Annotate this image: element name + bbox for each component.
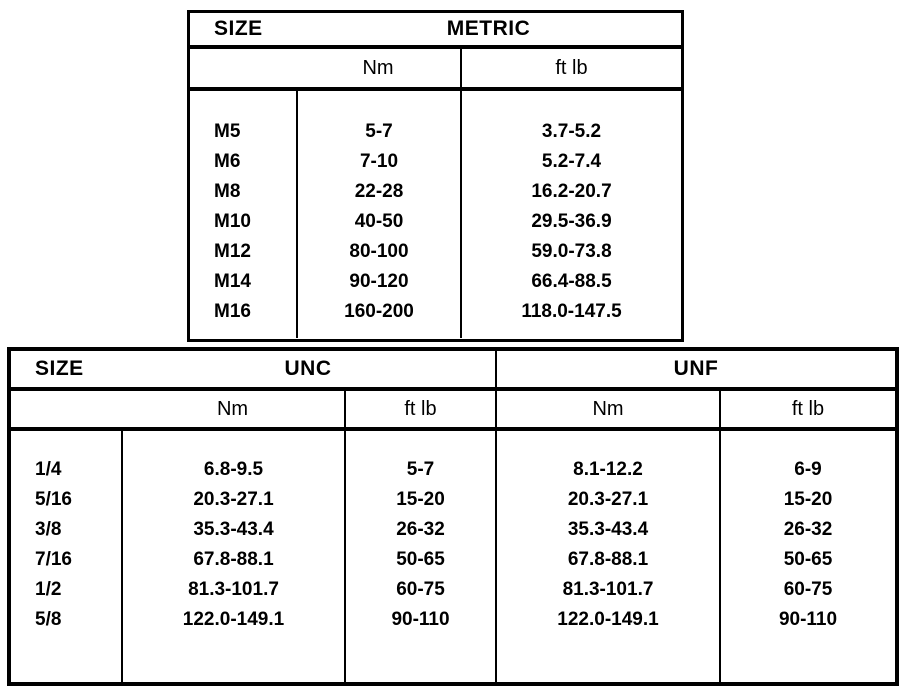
metric-group-header: METRIC [446, 17, 531, 40]
metric-size-cell: M16 [214, 301, 251, 322]
imperial-size-cell: 5/16 [35, 489, 72, 510]
unc-nm-cell: 20.3-27.1 [193, 489, 274, 510]
metric-size-cell: M6 [214, 151, 241, 172]
unf-ftlb-header: ft lb [719, 391, 895, 427]
metric-size-header: SIZE [214, 17, 263, 40]
metric-nm-header: Nm [362, 57, 394, 79]
imperial-size-cell: 1/2 [35, 579, 62, 600]
unc-nm-column: 6.8-9.5 20.3-27.1 35.3-43.4 67.8-88.1 81… [121, 431, 344, 682]
metric-nm-column: 5-7 7-10 22-28 40-50 80-100 90-120 160-2… [296, 91, 460, 338]
unc-unf-torque-table: SIZE UNC UNF Nm ft lb Nm ft lb 1/4 5/16 … [7, 347, 899, 686]
unc-nm-header: Nm [216, 398, 249, 420]
imperial-size-column: 1/4 5/16 3/8 7/16 1/2 5/8 [11, 431, 121, 682]
unf-group-header: UNF [495, 351, 895, 387]
metric-data-block: M5 M6 M8 M10 M12 M14 M16 5-7 7-10 22-28 … [190, 91, 681, 338]
metric-size-cell: M10 [214, 211, 251, 232]
metric-ftlb-cell: 29.5-36.9 [531, 211, 612, 232]
imperial-header-row: SIZE UNC UNF [11, 351, 895, 391]
metric-size-cell: M12 [214, 241, 251, 262]
unf-nm-cell: 20.3-27.1 [567, 489, 649, 510]
metric-unit-header-row: Nm ft lb [190, 49, 681, 91]
unc-ftlb-cell: 60-75 [396, 579, 445, 600]
metric-ftlb-cell: 59.0-73.8 [531, 241, 612, 262]
metric-size-cell: M14 [214, 271, 251, 292]
unf-nm-cell: 67.8-88.1 [567, 549, 649, 570]
unf-nm-cell: 35.3-43.4 [567, 519, 649, 540]
unf-ftlb-cell: 15-20 [783, 489, 833, 510]
metric-size-cell: M5 [214, 121, 241, 142]
metric-nm-cell: 90-120 [349, 271, 409, 292]
unc-nm-cell: 67.8-88.1 [193, 549, 274, 570]
imperial-unit-header-row: Nm ft lb Nm ft lb [11, 391, 895, 431]
imperial-size-cell: 7/16 [35, 549, 72, 570]
unc-nm-cell: 6.8-9.5 [203, 459, 264, 480]
unc-nm-cell: 81.3-101.7 [188, 579, 279, 600]
metric-ftlb-header: ft lb [460, 49, 681, 87]
metric-nm-cell: 5-7 [365, 121, 393, 142]
unc-ftlb-header: ft lb [344, 391, 495, 427]
metric-nm-cell: 80-100 [349, 241, 409, 262]
unf-nm-column: 8.1-12.2 20.3-27.1 35.3-43.4 67.8-88.1 8… [495, 431, 719, 682]
metric-torque-table: SIZE METRIC Nm ft lb M5 M6 M8 M10 M12 M1… [187, 10, 684, 342]
metric-ftlb-cell: 16.2-20.7 [531, 181, 612, 202]
imperial-size-header: SIZE [35, 357, 84, 380]
unf-ftlb-cell: 60-75 [783, 579, 833, 600]
metric-size-column: M5 M6 M8 M10 M12 M14 M16 [190, 91, 296, 338]
metric-nm-cell: 160-200 [344, 301, 414, 322]
metric-ftlb-column: 3.7-5.2 5.2-7.4 16.2-20.7 29.5-36.9 59.0… [460, 91, 681, 338]
unf-ftlb-cell: 26-32 [783, 519, 833, 540]
metric-ftlb-cell: 118.0-147.5 [521, 301, 622, 322]
metric-nm-cell: 7-10 [359, 151, 399, 172]
metric-ftlb-cell: 3.7-5.2 [541, 121, 602, 142]
imperial-size-cell: 5/8 [35, 609, 62, 630]
unc-group-header: UNC [284, 357, 332, 380]
unc-ftlb-cell: 5-7 [406, 459, 435, 480]
metric-ftlb-cell: 66.4-88.5 [531, 271, 612, 292]
unc-ftlb-cell: 15-20 [396, 489, 445, 510]
unc-ftlb-cell: 26-32 [396, 519, 445, 540]
unf-ftlb-cell: 6-9 [794, 459, 822, 480]
unc-ftlb-column: 5-7 15-20 26-32 50-65 60-75 90-110 [344, 431, 495, 682]
unf-ftlb-column: 6-9 15-20 26-32 50-65 60-75 90-110 [719, 431, 895, 682]
unc-ftlb-cell: 50-65 [396, 549, 445, 570]
unf-ftlb-cell: 50-65 [783, 549, 833, 570]
metric-size-cell: M8 [214, 181, 241, 202]
unc-nm-cell: 122.0-149.1 [182, 609, 285, 630]
unc-ftlb-cell: 90-110 [391, 609, 450, 630]
unf-nm-cell: 8.1-12.2 [573, 459, 643, 480]
metric-header-row: SIZE METRIC [190, 13, 681, 49]
metric-nm-cell: 40-50 [354, 211, 404, 232]
metric-nm-cell: 22-28 [354, 181, 404, 202]
unf-nm-header: Nm [495, 391, 719, 427]
imperial-size-cell: 3/8 [35, 519, 62, 540]
unf-ftlb-cell: 90-110 [778, 609, 838, 630]
unf-nm-cell: 81.3-101.7 [562, 579, 654, 600]
imperial-size-cell: 1/4 [35, 459, 62, 480]
metric-ftlb-cell: 5.2-7.4 [541, 151, 602, 172]
imperial-data-block: 1/4 5/16 3/8 7/16 1/2 5/8 6.8-9.5 20.3-2… [11, 431, 895, 682]
unf-nm-cell: 122.0-149.1 [557, 609, 659, 630]
unc-nm-cell: 35.3-43.4 [193, 519, 274, 540]
